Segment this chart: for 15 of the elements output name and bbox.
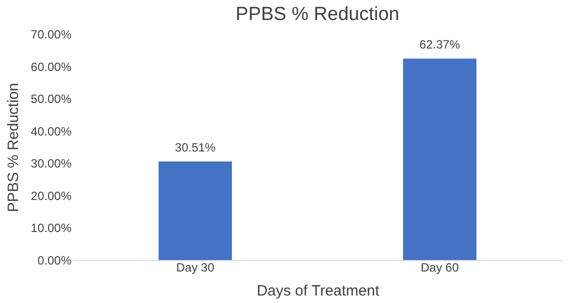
data-label: 62.37% bbox=[419, 38, 460, 52]
x-tick-label: Day 30 bbox=[176, 260, 215, 274]
y-axis-title: PPBS % Reduction bbox=[4, 82, 22, 212]
y-tick-label: 50.00% bbox=[30, 92, 72, 106]
x-axis-title: Days of Treatment bbox=[256, 282, 380, 300]
x-tick-label: Day 60 bbox=[420, 260, 460, 274]
y-tick-label: 10.00% bbox=[30, 221, 72, 236]
y-tick-label: 0.00% bbox=[37, 254, 72, 268]
y-tick-label: 60.00% bbox=[30, 60, 72, 74]
y-tick-label: 30.00% bbox=[30, 156, 72, 171]
y-tick-label: 20.00% bbox=[30, 188, 72, 203]
chart-title: PPBS % Reduction bbox=[236, 4, 400, 25]
data-label: 30.51% bbox=[174, 140, 216, 154]
y-tick-label: 70.00% bbox=[30, 28, 72, 42]
y-tick-label: 40.00% bbox=[30, 124, 72, 138]
